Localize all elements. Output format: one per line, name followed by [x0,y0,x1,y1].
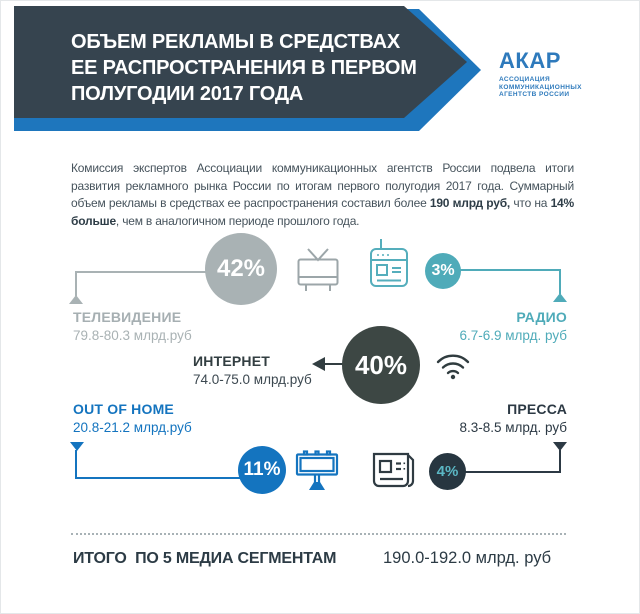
intro-bold-growth: 14% больше [71,196,574,228]
page-title-line1: ОБЪЕМ РЕКЛАМЫ В СРЕДСТВАХ [71,31,401,53]
press-label: ПРЕССА [507,401,567,417]
press-value: 8.3-8.5 млрд. руб [459,420,567,435]
page-title: ОБЪЕМ РЕКЛАМЫ В СРЕДСТВАХ ЕЕ РАСПРОСТРАН… [71,29,417,107]
tv-icon [296,247,340,293]
intro-bold-amount: 190 млрд руб, [429,196,511,210]
akar-logo-name: АКАР [499,48,561,73]
radio-connector-line [459,269,561,271]
tv-connector-line-vertical [75,271,77,296]
akar-logo: АКАР АССОЦИАЦИЯ КОММУНИКАЦИОННЫХ АГЕНТСТ… [499,50,582,99]
tv-connector-line [75,271,207,273]
internet-value: 74.0-75.0 млрд.руб [193,372,312,387]
banner-arrow-dark: ОБЪЕМ РЕКЛАМЫ В СРЕДСТВАХ ЕЕ РАСПРОСТРАН… [14,6,467,118]
press-percent: 4% [436,463,459,480]
akar-logo-subtitle-line2: КОММУНИКАЦИОННЫХ [499,83,582,91]
press-pointer-triangle [553,442,567,451]
total-value: 190.0-192.0 млрд. руб [383,549,552,567]
tv-value: 79.8-80.3 млрд.руб [73,328,192,343]
ooh-pointer-triangle [70,442,84,451]
billboard-icon [295,450,339,492]
newspaper-icon [369,451,419,493]
intro-text-end: , чем в аналогичном периоде прошлого год… [115,213,360,228]
internet-connector-line [323,363,345,365]
ooh-value: 20.8-21.2 млрд.руб [73,420,192,435]
tv-pointer-triangle [69,295,83,304]
tv-percent: 42% [216,255,266,282]
press-connector-line-vertical [559,450,561,473]
intro-paragraph: Комиссия экспертов Ассоциации коммуникац… [71,160,574,230]
radio-connector-line-vertical [559,269,561,294]
page-title-line3: ПОЛУГОДИИ 2017 ГОДА [71,83,304,105]
radio-label: РАДИО [516,309,567,325]
akar-logo-subtitle-line3: АГЕНТСТВ РОССИИ [499,91,570,98]
tv-percent-bubble: 42% [205,233,277,305]
radio-percent: 3% [431,262,455,279]
intro-text-start: Комиссия экспертов Ассоциации коммуникац… [71,161,574,210]
ooh-label: OUT OF HOME [73,401,174,417]
press-percent-bubble: 4% [429,453,466,490]
radio-value: 6.7-6.9 млрд. руб [459,328,567,343]
akar-logo-subtitle: АССОЦИАЦИЯ КОММУНИКАЦИОННЫХ АГЕНТСТВ РОС… [499,76,582,99]
ooh-percent-bubble: 11% [238,446,286,494]
tv-label: ТЕЛЕВИДЕНИЕ [73,309,182,325]
press-connector-line [464,471,561,473]
header-banner: ОБЪЕМ РЕКЛАМЫ В СРЕДСТВАХ ЕЕ РАСПРОСТРАН… [14,6,481,131]
radio-pointer-triangle [553,293,567,302]
ooh-percent: 11% [243,459,281,480]
internet-label: ИНТЕРНЕТ [193,353,271,369]
internet-percent-bubble: 40% [342,326,420,404]
internet-pointer-triangle [312,357,325,371]
ooh-connector-line-vertical [75,450,77,479]
radio-percent-bubble: 3% [425,253,461,289]
internet-percent: 40% [354,349,408,380]
radio-icon [367,237,411,289]
ooh-connector-line [75,477,241,479]
page-title-line2: ЕЕ РАСПРОСТРАНЕНИЯ В ПЕРВОМ [71,57,417,79]
intro-text-middle: что на [510,196,551,210]
akar-logo-subtitle-line1: АССОЦИАЦИЯ [499,76,551,83]
total-label: ИТОГО ПО 5 МЕДИА СЕГМЕНТАМ [73,550,337,567]
dotted-divider [71,533,566,535]
wifi-icon [435,350,471,380]
